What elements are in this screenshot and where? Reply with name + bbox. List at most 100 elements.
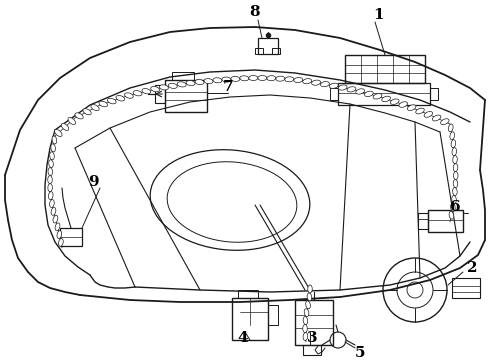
Ellipse shape — [441, 119, 449, 125]
Ellipse shape — [453, 188, 457, 195]
Ellipse shape — [453, 156, 457, 163]
Ellipse shape — [382, 96, 391, 102]
Ellipse shape — [83, 109, 91, 115]
Ellipse shape — [55, 223, 60, 231]
Ellipse shape — [285, 77, 294, 82]
Ellipse shape — [91, 104, 99, 111]
Ellipse shape — [52, 136, 57, 144]
Ellipse shape — [267, 76, 276, 81]
Text: 8: 8 — [250, 5, 260, 19]
Ellipse shape — [58, 239, 63, 246]
Bar — [430, 88, 438, 100]
Ellipse shape — [51, 144, 55, 152]
Ellipse shape — [51, 207, 56, 215]
Ellipse shape — [177, 82, 186, 87]
Ellipse shape — [222, 77, 231, 82]
Ellipse shape — [75, 113, 83, 119]
Ellipse shape — [48, 176, 52, 184]
Ellipse shape — [276, 76, 285, 81]
Ellipse shape — [453, 180, 458, 188]
Ellipse shape — [407, 105, 416, 111]
Ellipse shape — [61, 123, 69, 131]
Ellipse shape — [249, 76, 258, 81]
Text: 5: 5 — [355, 346, 365, 360]
Bar — [172, 72, 194, 80]
Ellipse shape — [258, 76, 267, 81]
Ellipse shape — [53, 215, 58, 223]
Bar — [428, 210, 463, 232]
Ellipse shape — [151, 86, 160, 92]
Ellipse shape — [432, 115, 441, 121]
Ellipse shape — [424, 112, 433, 117]
Ellipse shape — [48, 168, 52, 176]
Ellipse shape — [338, 85, 347, 90]
Bar — [258, 38, 278, 54]
Bar — [255, 48, 263, 54]
Ellipse shape — [308, 285, 312, 293]
Text: 3: 3 — [307, 331, 318, 345]
Ellipse shape — [204, 78, 213, 84]
Ellipse shape — [68, 117, 75, 125]
Ellipse shape — [303, 78, 312, 84]
Ellipse shape — [448, 124, 453, 132]
Bar — [418, 213, 428, 229]
Bar — [272, 48, 280, 54]
Ellipse shape — [449, 211, 454, 219]
Ellipse shape — [306, 301, 310, 309]
Ellipse shape — [107, 98, 116, 104]
Ellipse shape — [329, 83, 338, 88]
Bar — [338, 83, 430, 105]
Ellipse shape — [48, 184, 52, 192]
Ellipse shape — [356, 89, 365, 94]
Ellipse shape — [303, 333, 308, 341]
Bar — [295, 300, 333, 345]
Bar — [452, 278, 480, 298]
Bar — [303, 345, 321, 355]
Ellipse shape — [416, 108, 424, 114]
Ellipse shape — [124, 93, 133, 98]
Ellipse shape — [240, 76, 249, 81]
Bar — [232, 298, 268, 340]
Ellipse shape — [365, 91, 373, 96]
Ellipse shape — [169, 83, 177, 89]
Ellipse shape — [142, 89, 151, 94]
Ellipse shape — [303, 325, 307, 333]
Ellipse shape — [452, 195, 456, 203]
Ellipse shape — [49, 160, 53, 168]
Ellipse shape — [453, 163, 458, 172]
Ellipse shape — [304, 309, 309, 316]
Bar — [165, 80, 207, 112]
Text: 1: 1 — [373, 8, 383, 22]
Ellipse shape — [320, 82, 329, 87]
Bar — [60, 228, 82, 246]
Ellipse shape — [213, 78, 222, 83]
Ellipse shape — [49, 199, 54, 207]
Ellipse shape — [49, 192, 53, 199]
Ellipse shape — [307, 293, 312, 301]
Ellipse shape — [454, 172, 458, 180]
Ellipse shape — [399, 102, 408, 107]
Ellipse shape — [373, 94, 382, 99]
Text: 7: 7 — [222, 80, 233, 94]
Bar — [155, 85, 165, 103]
Ellipse shape — [450, 132, 455, 140]
Ellipse shape — [231, 76, 240, 81]
Ellipse shape — [57, 231, 62, 239]
Ellipse shape — [49, 152, 54, 160]
Ellipse shape — [451, 203, 455, 211]
Text: 4: 4 — [238, 331, 248, 345]
Ellipse shape — [294, 77, 303, 82]
Ellipse shape — [186, 81, 195, 86]
Ellipse shape — [159, 85, 169, 90]
Ellipse shape — [54, 130, 62, 136]
Ellipse shape — [391, 99, 399, 104]
Bar — [345, 55, 425, 83]
Ellipse shape — [116, 95, 124, 101]
Ellipse shape — [99, 101, 108, 107]
Text: 6: 6 — [450, 200, 460, 214]
Ellipse shape — [133, 91, 142, 96]
Ellipse shape — [195, 80, 204, 85]
Bar — [238, 290, 258, 298]
Text: 9: 9 — [88, 175, 98, 189]
Bar — [330, 88, 338, 100]
